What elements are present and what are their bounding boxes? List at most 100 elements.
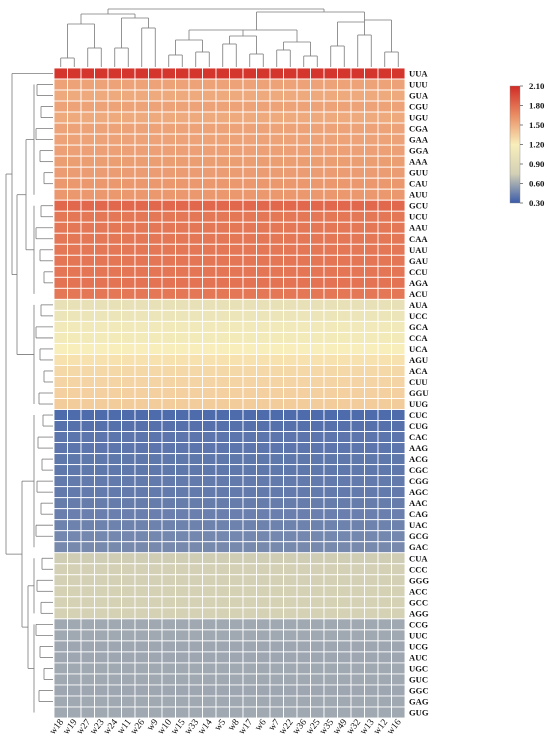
heatmap-cell	[256, 629, 271, 642]
heatmap-cell	[94, 618, 109, 631]
heatmap-cell	[323, 365, 338, 377]
heatmap-cell	[215, 475, 230, 488]
heatmap-cell	[215, 155, 230, 168]
heatmap-cell	[337, 541, 352, 554]
heatmap-cell	[121, 684, 136, 697]
heatmap-cell	[80, 342, 95, 355]
heatmap-cell	[175, 254, 190, 267]
row-label: UCU	[409, 212, 428, 222]
heatmap-cell	[296, 155, 311, 168]
heatmap-cell	[391, 122, 406, 135]
heatmap-cell	[242, 640, 257, 653]
heatmap-cell	[337, 607, 352, 620]
heatmap-cell	[310, 706, 325, 719]
heatmap-cell	[134, 387, 149, 399]
heatmap-cell	[242, 442, 257, 455]
heatmap-cell	[161, 276, 176, 289]
heatmap-cell	[175, 585, 190, 598]
heatmap-cell	[364, 464, 379, 477]
heatmap-cell	[188, 464, 203, 477]
heatmap-cell	[377, 287, 392, 300]
heatmap-cell	[215, 607, 230, 620]
heatmap-cell	[283, 552, 298, 565]
heatmap-cell	[67, 210, 82, 223]
heatmap-cell	[161, 188, 176, 201]
row-label: AAC	[409, 498, 428, 508]
heatmap-cell	[364, 287, 379, 300]
heatmap-cell	[161, 585, 176, 598]
heatmap-cell	[364, 177, 379, 190]
heatmap-cell	[53, 552, 68, 565]
heatmap-cell	[67, 265, 82, 278]
heatmap-cell	[364, 398, 379, 410]
row-label: UUA	[409, 69, 428, 79]
heatmap-cell	[188, 111, 203, 124]
heatmap-cell	[121, 596, 136, 609]
heatmap-cell	[188, 365, 203, 377]
heatmap-cell	[175, 78, 190, 91]
heatmap-cell	[229, 673, 244, 686]
heatmap-cell	[188, 475, 203, 488]
heatmap-cell	[148, 100, 163, 113]
heatmap-cell	[53, 122, 68, 135]
heatmap-cell	[256, 596, 271, 609]
heatmap-cell	[215, 673, 230, 686]
row-label: GAG	[409, 696, 429, 706]
heatmap-cell	[364, 420, 379, 433]
heatmap-cell	[242, 486, 257, 499]
heatmap-cell	[242, 276, 257, 289]
heatmap-cell	[323, 585, 338, 598]
heatmap-cell	[107, 420, 122, 433]
heatmap-cell	[148, 497, 163, 510]
heatmap-cell	[364, 276, 379, 289]
heatmap-cell	[148, 166, 163, 179]
heatmap-cell	[188, 122, 203, 135]
row-label: CUU	[409, 377, 428, 387]
row-dendrogram	[5, 73, 53, 713]
heatmap-cell	[161, 530, 176, 543]
heatmap-cell	[53, 673, 68, 686]
heatmap-cell	[67, 651, 82, 664]
heatmap-cell	[175, 387, 190, 399]
heatmap-cell	[215, 144, 230, 157]
heatmap-cell	[229, 111, 244, 124]
color-scale-tick-label: 0.30	[529, 198, 545, 208]
heatmap-cell	[350, 155, 365, 168]
heatmap-cell	[296, 89, 311, 102]
heatmap-cell	[202, 596, 217, 609]
heatmap-cell	[283, 376, 298, 388]
heatmap-cell	[67, 254, 82, 267]
heatmap-cell	[377, 89, 392, 102]
row-label: CUA	[409, 553, 428, 563]
heatmap-cell	[364, 166, 379, 179]
heatmap-cell	[323, 541, 338, 554]
heatmap-cell	[175, 365, 190, 377]
heatmap-cell	[175, 243, 190, 256]
heatmap-cell	[53, 254, 68, 267]
heatmap-cell	[242, 210, 257, 223]
heatmap-cell	[67, 331, 82, 344]
heatmap-cell	[269, 442, 284, 455]
heatmap-cell	[94, 673, 109, 686]
heatmap-cell	[391, 111, 406, 124]
heatmap-cell	[256, 331, 271, 344]
heatmap-cell	[296, 398, 311, 410]
heatmap-cell	[107, 442, 122, 455]
heatmap-cell	[391, 640, 406, 653]
heatmap-cell	[229, 475, 244, 488]
heatmap-cell	[148, 221, 163, 234]
heatmap-cell	[229, 254, 244, 267]
heatmap-cell	[202, 387, 217, 399]
heatmap-cell	[229, 353, 244, 366]
heatmap-cell	[202, 133, 217, 146]
heatmap-cell	[175, 133, 190, 146]
heatmap-cell	[121, 409, 136, 421]
heatmap-cell	[121, 365, 136, 377]
heatmap-cell	[377, 497, 392, 510]
heatmap-cell	[107, 144, 122, 157]
heatmap-cell	[53, 67, 68, 80]
heatmap-cell	[310, 210, 325, 223]
heatmap-cell	[67, 420, 82, 433]
heatmap-cell	[350, 706, 365, 719]
heatmap-cell	[121, 442, 136, 455]
